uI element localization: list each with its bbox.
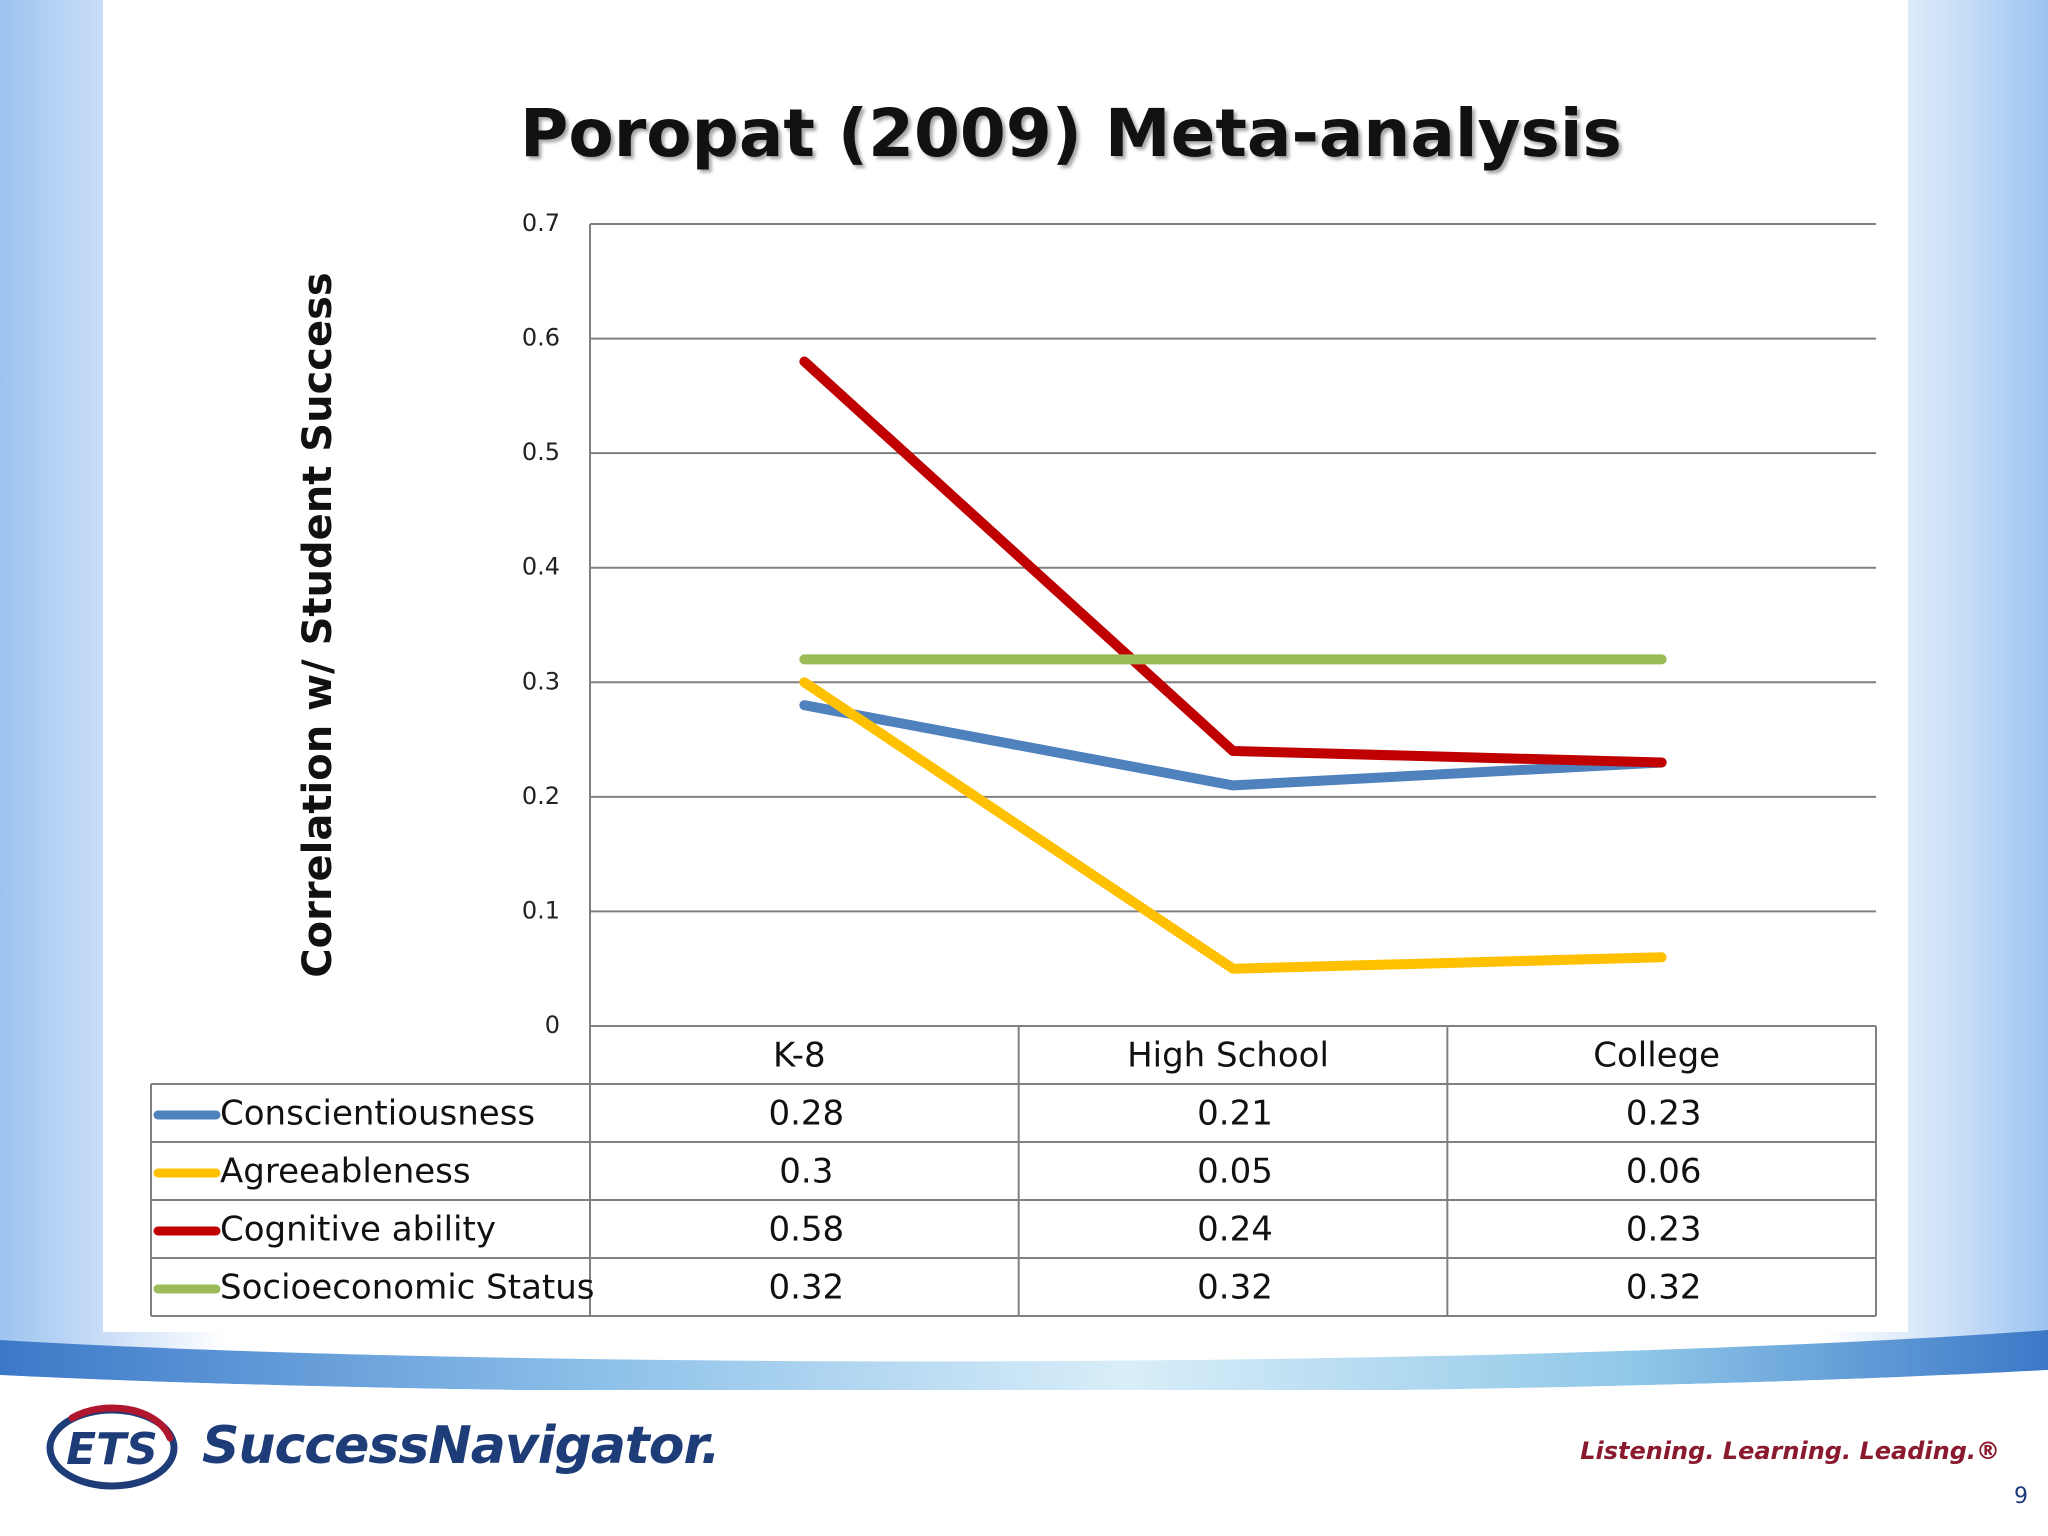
data-cell-ses: 0.32	[768, 1268, 844, 1308]
x-category-label: K-8	[773, 1036, 826, 1076]
x-category-label: College	[1593, 1036, 1720, 1076]
data-cell-ses: 0.32	[1197, 1268, 1273, 1308]
legend-label-conscientiousness: Conscientiousness	[220, 1094, 535, 1134]
series-lines	[799, 356, 1667, 974]
y-tick-label: 0	[545, 1011, 560, 1039]
y-tick-label: 0.3	[522, 667, 560, 695]
data-cell-agreeableness: 0.3	[779, 1152, 833, 1192]
data-cell-agreeableness: 0.05	[1197, 1152, 1273, 1192]
legend-label-agreeableness: Agreeableness	[220, 1152, 471, 1192]
data-cell-cognitive: 0.58	[768, 1210, 844, 1250]
data-cell-conscientiousness: 0.21	[1197, 1094, 1273, 1134]
brand-logo: ETS SuccessNavigator.	[42, 1398, 721, 1494]
page-number: 9	[2014, 1484, 2028, 1509]
footer	[0, 1390, 2048, 1536]
legend-label-ses: Socioeconomic Status	[220, 1268, 595, 1308]
data-cell-agreeableness: 0.06	[1626, 1152, 1702, 1192]
series-line-agreeableness	[799, 677, 1667, 974]
data-cell-conscientiousness: 0.28	[768, 1094, 844, 1134]
series-line-cognitive	[799, 356, 1667, 768]
product-trademark: .	[700, 1416, 721, 1476]
data-cell-conscientiousness: 0.23	[1626, 1094, 1702, 1134]
ets-logo: ETS	[42, 1398, 182, 1494]
y-axis-label: Correlation w/ Student Success	[295, 272, 341, 977]
legend-label-cognitive: Cognitive ability	[220, 1210, 496, 1250]
y-tick-label: 0.2	[522, 782, 560, 810]
footer-wave	[0, 1330, 2048, 1400]
y-tick-label: 0.7	[522, 209, 560, 237]
slide-title: Poropat (2009) Meta-analysis	[520, 95, 1622, 172]
y-tick-label: 0.4	[522, 553, 560, 581]
product-name-text: SuccessNavigator	[202, 1416, 702, 1476]
y-tick-label: 0.1	[522, 896, 560, 924]
data-cell-cognitive: 0.23	[1626, 1210, 1702, 1250]
data-table	[150, 1025, 1877, 1317]
product-name: SuccessNavigator.	[202, 1416, 721, 1476]
tick-labels: 0 0.1 0.2 0.3 0.4 0.5 0.6 0.7 K-8 High School Coll…	[220, 209, 1720, 1308]
series-line-conscientiousness	[799, 700, 1667, 791]
data-cell-cognitive: 0.24	[1197, 1210, 1273, 1250]
y-tick-label: 0.5	[522, 438, 560, 466]
gridlines	[589, 223, 1876, 1026]
tagline: Listening. Learning. Leading.®	[1580, 1437, 2000, 1465]
ets-logo-text: ETS	[66, 1424, 158, 1475]
data-cell-ses: 0.32	[1626, 1268, 1702, 1308]
line-chart: 0 0.1 0.2 0.3 0.4 0.5 0.6 0.7 K-8 High School Coll…	[150, 209, 1877, 1317]
x-category-label: High School	[1127, 1036, 1329, 1076]
y-tick-label: 0.6	[522, 324, 560, 352]
slide-panel	[103, 0, 1908, 1332]
